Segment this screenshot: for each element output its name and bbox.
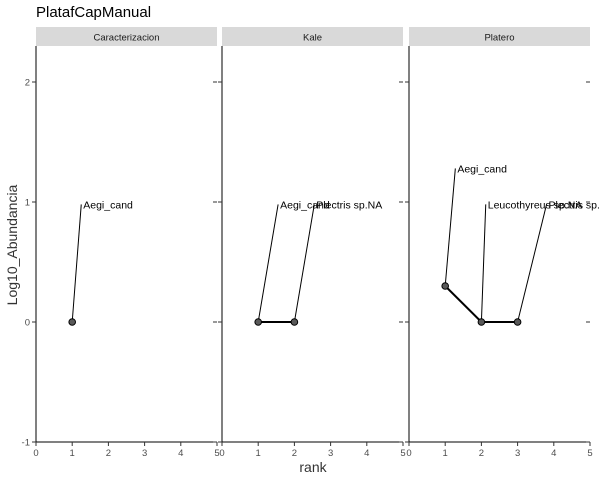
data-point: [290, 318, 299, 326]
data-point: [441, 282, 450, 290]
chart-title: PlatafCapManual: [36, 4, 151, 21]
facet-strip-platero: [409, 27, 590, 46]
facet-strip-caracterizacion: [36, 27, 217, 46]
x-tick-label: 4: [364, 448, 369, 459]
x-tick-label: 2: [479, 448, 484, 459]
x-tick-label: 0: [33, 448, 38, 459]
y-axis-title: Log10_Abundancia: [4, 184, 20, 305]
facet-strip-label: Platero: [484, 33, 514, 44]
label-leader-line: [444, 168, 456, 287]
x-tick-label: 3: [515, 448, 520, 459]
data-point: [68, 318, 76, 326]
point-label: Plectris sp.NA: [549, 199, 600, 211]
y-tick-label: 1: [25, 198, 30, 209]
point-label: Plectris sp.NA: [316, 199, 382, 211]
point-label: Aegi_cand: [457, 163, 507, 175]
y-tick-label: -1: [22, 438, 30, 449]
x-tick-label: 1: [70, 448, 75, 459]
x-tick-label: 4: [551, 448, 556, 459]
x-tick-label: 0: [406, 448, 411, 459]
x-tick-label: 5: [214, 448, 219, 459]
label-leader-line: [71, 204, 82, 323]
x-tick-label: 5: [587, 448, 592, 459]
y-tick-label: 2: [25, 78, 30, 89]
label-leader-line: [480, 204, 487, 323]
data-point: [477, 318, 486, 326]
label-leader-line: [517, 204, 548, 323]
y-tick-label: 0: [25, 318, 30, 329]
x-tick-label: 1: [256, 448, 261, 459]
label-leader-line: [257, 204, 279, 323]
x-tick-label: 2: [292, 448, 297, 459]
x-axis-title: rank: [299, 459, 327, 475]
data-point: [513, 318, 522, 326]
point-label: Aegi_cand: [83, 199, 133, 211]
data-point: [254, 318, 263, 326]
facet-strip-kale: [222, 27, 403, 46]
point-label: Aegi_cand: [280, 199, 330, 211]
point-label: Leucothyreus sp.NA: [488, 199, 583, 211]
label-leader-line: [293, 204, 315, 323]
facet-strip-label: Caracterizacion: [94, 33, 160, 44]
x-tick-label: 2: [106, 448, 111, 459]
x-tick-label: 4: [178, 448, 183, 459]
x-tick-label: 3: [142, 448, 147, 459]
facet-strip-label: Kale: [303, 33, 322, 44]
x-tick-label: 1: [443, 448, 448, 459]
x-tick-label: 5: [400, 448, 405, 459]
x-tick-label: 0: [219, 448, 224, 459]
x-tick-label: 3: [328, 448, 333, 459]
